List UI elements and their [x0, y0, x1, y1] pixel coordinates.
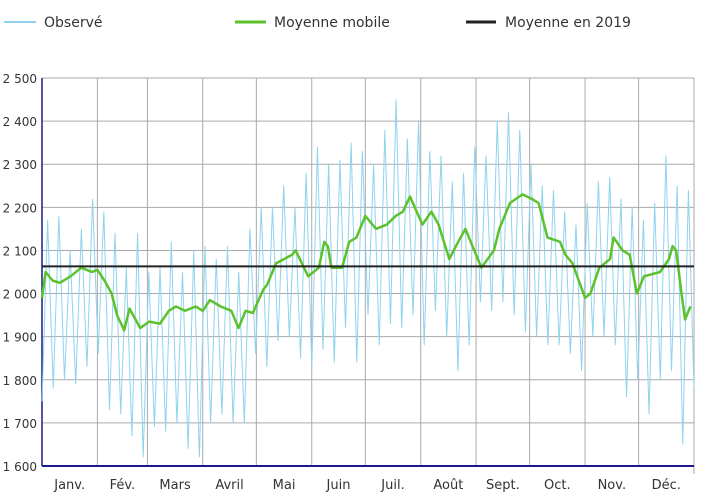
- y-tick-label: 2 500: [3, 72, 37, 86]
- x-axis: Janv. Fév. Mars Avril Mai Juin Juil. Août Sept. O…: [42, 465, 694, 493]
- y-axis: 1 600 1 700 1 800 1 900 2 000 2 100 2 200 2 300…: [3, 72, 43, 474]
- x-tick-label: Déc.: [652, 478, 681, 493]
- x-tick-label: Fév.: [110, 478, 136, 493]
- x-tick-label: Août: [433, 478, 463, 493]
- legend-item-moyenne-mobile[interactable]: Moyenne mobile: [235, 15, 390, 31]
- series-moyenne-mobile-line: [40, 193, 692, 332]
- series-layer: [40, 99, 695, 458]
- x-tick-label: Mai: [273, 478, 296, 493]
- legend: Observé Moyenne mobile Moyenne en 2019: [4, 15, 631, 31]
- y-tick-label: 1 900: [3, 331, 37, 345]
- y-tick-label: 1 800: [3, 374, 37, 388]
- x-tick-label: Nov.: [598, 478, 627, 493]
- x-tick-label: Oct.: [544, 478, 571, 493]
- legend-label-moyenne-mobile: Moyenne mobile: [274, 15, 390, 31]
- y-tick-label: 2 000: [3, 288, 37, 302]
- y-tick-label: 1 700: [3, 417, 37, 431]
- y-tick-label: 2 100: [3, 244, 37, 258]
- series-observe-line: [41, 99, 695, 458]
- y-tick-label: 2 400: [3, 115, 37, 129]
- legend-item-moyenne-2019[interactable]: Moyenne en 2019: [466, 15, 631, 31]
- y-tick-label: 2 300: [3, 158, 37, 172]
- x-tick-label: Sept.: [486, 478, 520, 493]
- legend-label-observe: Observé: [44, 15, 102, 31]
- x-tick-label: Janv.: [53, 478, 85, 493]
- x-tick-label: Juin: [326, 478, 351, 493]
- x-tick-label: Juil.: [380, 478, 404, 493]
- y-tick-label: 1 600: [3, 460, 37, 474]
- legend-item-observe[interactable]: Observé: [4, 15, 102, 31]
- y-tick-label: 2 200: [3, 201, 37, 215]
- legend-label-moyenne-2019: Moyenne en 2019: [505, 15, 631, 31]
- x-tick-label: Avril: [215, 478, 243, 493]
- x-tick-label: Mars: [159, 478, 191, 493]
